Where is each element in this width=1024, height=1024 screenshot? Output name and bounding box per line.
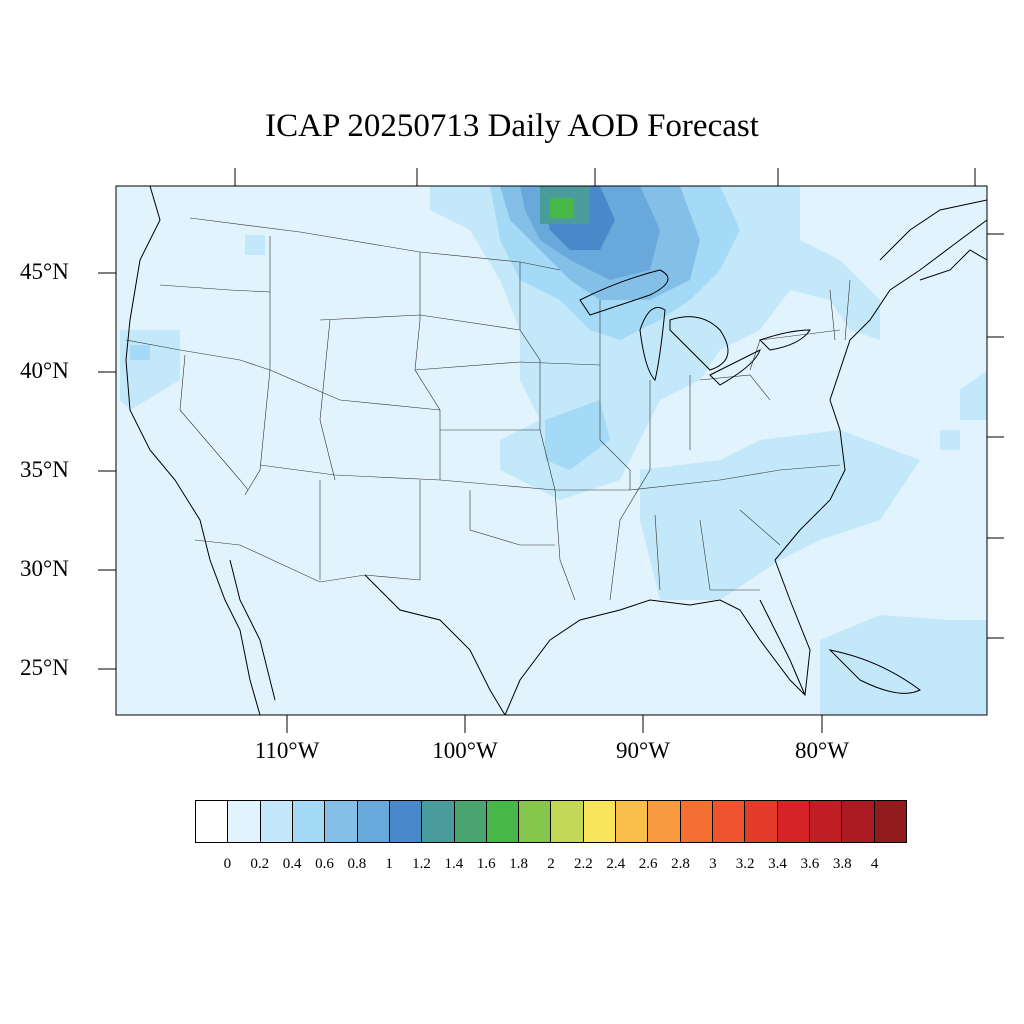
colorbar-swatch <box>357 801 390 842</box>
colorbar-tick-label: 3 <box>709 856 717 872</box>
colorbar-swatch <box>583 801 617 842</box>
colorbar-tick-label: 1 <box>385 856 393 872</box>
colorbar-tick-label: 1.6 <box>476 856 496 872</box>
aod-plume-layer <box>120 186 987 715</box>
colorbar-swatch <box>228 801 261 842</box>
colorbar-swatch <box>519 801 552 842</box>
colorbar-tick-label: 4 <box>870 856 879 872</box>
colorbar-tick-label: 3.4 <box>768 856 787 872</box>
colorbar-swatch <box>486 801 520 842</box>
colorbar-tick-label: 2 <box>547 856 555 872</box>
colorbar-labels: 0 0.2 0.4 0.6 0.8 1 1.2 1.4 1.6 1.8 2 2.2 2.4 2.6 2.8 3… <box>0 856 1024 876</box>
colorbar-swatch <box>842 801 875 842</box>
colorbar-swatch <box>292 801 326 842</box>
colorbar-swatch <box>648 801 681 842</box>
lat-label: 30°N <box>20 556 69 581</box>
colorbar-swatch <box>422 801 455 842</box>
colorbar-tick-label: 2.4 <box>606 856 626 872</box>
colorbar-swatch <box>616 801 649 842</box>
colorbar-swatch <box>196 801 229 842</box>
colorbar-tick-label: 3.2 <box>735 856 755 872</box>
lon-label: 90°W <box>616 738 670 763</box>
colorbar-tick-label: 2.8 <box>671 856 690 872</box>
colorbar-swatch <box>713 801 746 842</box>
lat-label: 25°N <box>20 655 69 680</box>
colorbar-swatch <box>454 801 487 842</box>
colorbar-swatch <box>389 801 423 842</box>
colorbar-swatch <box>809 801 843 842</box>
colorbar-swatch <box>777 801 810 842</box>
colorbar-tick-label: 3.8 <box>832 856 852 872</box>
colorbar-tick-label: 0.2 <box>250 856 270 872</box>
colorbar-swatch <box>551 801 584 842</box>
smoke-max-region <box>550 198 574 218</box>
lat-label: 35°N <box>20 457 69 482</box>
lon-label: 100°W <box>432 738 498 763</box>
lat-label: 40°N <box>20 358 69 383</box>
lon-label: 110°W <box>254 738 320 763</box>
colorbar-swatch <box>745 801 778 842</box>
lat-label: 45°N <box>20 259 69 284</box>
colorbar-swatch <box>680 801 713 842</box>
colorbar <box>195 800 907 843</box>
colorbar-tick-label: 1.4 <box>444 856 464 872</box>
axis-ticks <box>98 168 1004 733</box>
lon-label: 80°W <box>795 738 849 763</box>
map-frame <box>115 185 988 716</box>
colorbar-tick-label: 0.4 <box>282 856 302 872</box>
colorbar-tick-label: 1.2 <box>412 856 431 872</box>
colorbar-swatch <box>260 801 293 842</box>
colorbar-tick-label: 3.6 <box>800 856 820 872</box>
colorbar-swatch <box>874 801 906 842</box>
colorbar-tick-label: 0.6 <box>315 856 334 872</box>
colorbar-tick-label: 0 <box>223 856 232 872</box>
coastlines <box>125 185 988 716</box>
colorbar-tick-label: 2.6 <box>638 856 658 872</box>
colorbar-tick-label: 1.8 <box>509 856 528 872</box>
colorbar-swatch <box>325 801 358 842</box>
colorbar-tick-label: 0.8 <box>347 856 367 872</box>
state-boundaries <box>125 217 851 601</box>
colorbar-tick-label: 2.2 <box>573 856 593 872</box>
map-title: ICAP 20250713 Daily AOD Forecast <box>265 108 759 144</box>
